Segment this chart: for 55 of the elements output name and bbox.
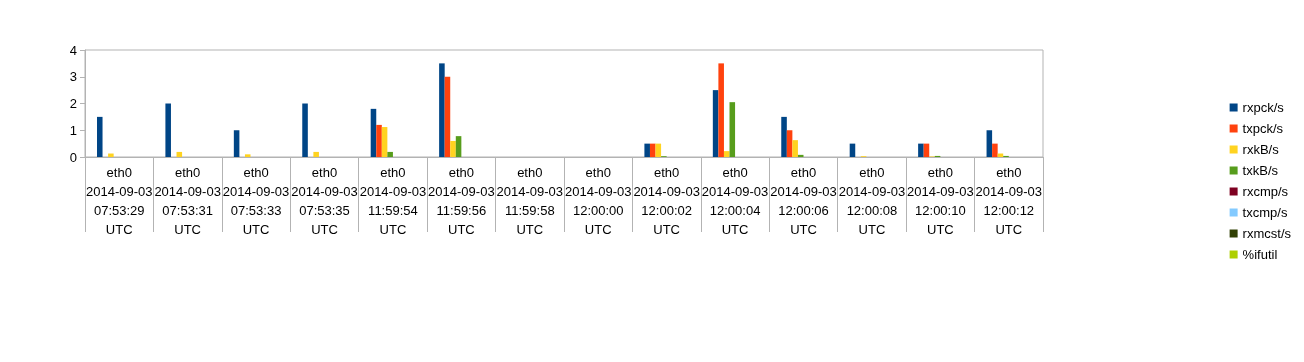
bar	[986, 130, 993, 157]
bar	[718, 63, 724, 157]
x-tick-label: eth0 2014-09-03 07:53:29 UTC	[85, 165, 153, 237]
bar	[450, 140, 456, 157]
x-tick-label: eth0 2014-09-03 07:53:31 UTC	[154, 165, 221, 237]
bar	[96, 116, 103, 157]
x-tick-label: eth0 2014-09-03 12:00:02 UTC	[633, 165, 700, 237]
x-tick-label: eth0 2014-09-03 12:00:00 UTC	[564, 165, 632, 237]
bar	[165, 103, 171, 157]
legend-label: rxcmp/s	[1242, 184, 1289, 199]
bar	[918, 143, 924, 157]
bar	[387, 151, 393, 157]
bar	[797, 154, 804, 157]
x-tick-label: eth0 2014-09-03 12:00:06 UTC	[770, 165, 837, 237]
x-tick-label: eth0 2014-09-03 12:00:10 UTC	[907, 165, 974, 237]
bar	[439, 63, 445, 157]
y-tick-label: 2	[69, 96, 77, 111]
bar	[370, 108, 377, 157]
legend-label: rxpck/s	[1242, 100, 1285, 115]
bar	[455, 136, 462, 157]
y-tick-label: 4	[69, 42, 77, 58]
x-tick-label: eth0 2014-09-03 07:53:33 UTC	[222, 165, 290, 237]
x-tick-label: eth0 2014-09-03 11:59:58 UTC	[496, 165, 564, 237]
bar	[313, 151, 319, 157]
bar	[992, 143, 998, 157]
bar	[781, 116, 787, 157]
y-tick-label: 0	[69, 149, 77, 165]
x-tick-label: eth0 2014-09-03 12:00:12 UTC	[975, 165, 1043, 237]
legend-label: rxmcst/s	[1242, 226, 1292, 241]
x-tick-label: eth0 2014-09-03 11:59:56 UTC	[428, 165, 495, 237]
bar	[786, 130, 793, 157]
bar	[302, 103, 308, 157]
bar	[644, 143, 650, 157]
bar	[792, 140, 798, 157]
legend-label: %ifutil	[1242, 247, 1278, 262]
legend-label: rxkB/s	[1242, 142, 1280, 157]
x-tick-label: eth0 2014-09-03 12:00:08 UTC	[838, 165, 906, 237]
bar	[244, 154, 251, 157]
bar	[712, 90, 719, 157]
legend-label: txkB/s	[1242, 163, 1279, 178]
bar	[108, 153, 114, 157]
bar	[649, 143, 656, 157]
y-tick-label: 3	[69, 69, 77, 85]
x-tick-label: eth0 2014-09-03 07:53:35 UTC	[291, 165, 358, 237]
bar	[376, 124, 382, 157]
x-tick-label: eth0 2014-09-03 12:00:04 UTC	[701, 165, 769, 237]
legend-label: txpck/s	[1242, 121, 1284, 136]
y-tick-label: 1	[69, 122, 77, 138]
legend-label: txcmp/s	[1242, 205, 1288, 220]
x-tick-label: eth0 2014-09-03 11:59:54 UTC	[359, 165, 427, 237]
bar	[729, 102, 736, 157]
bar	[233, 130, 240, 157]
bar	[444, 76, 451, 157]
bar	[723, 151, 730, 157]
bar	[381, 127, 388, 157]
